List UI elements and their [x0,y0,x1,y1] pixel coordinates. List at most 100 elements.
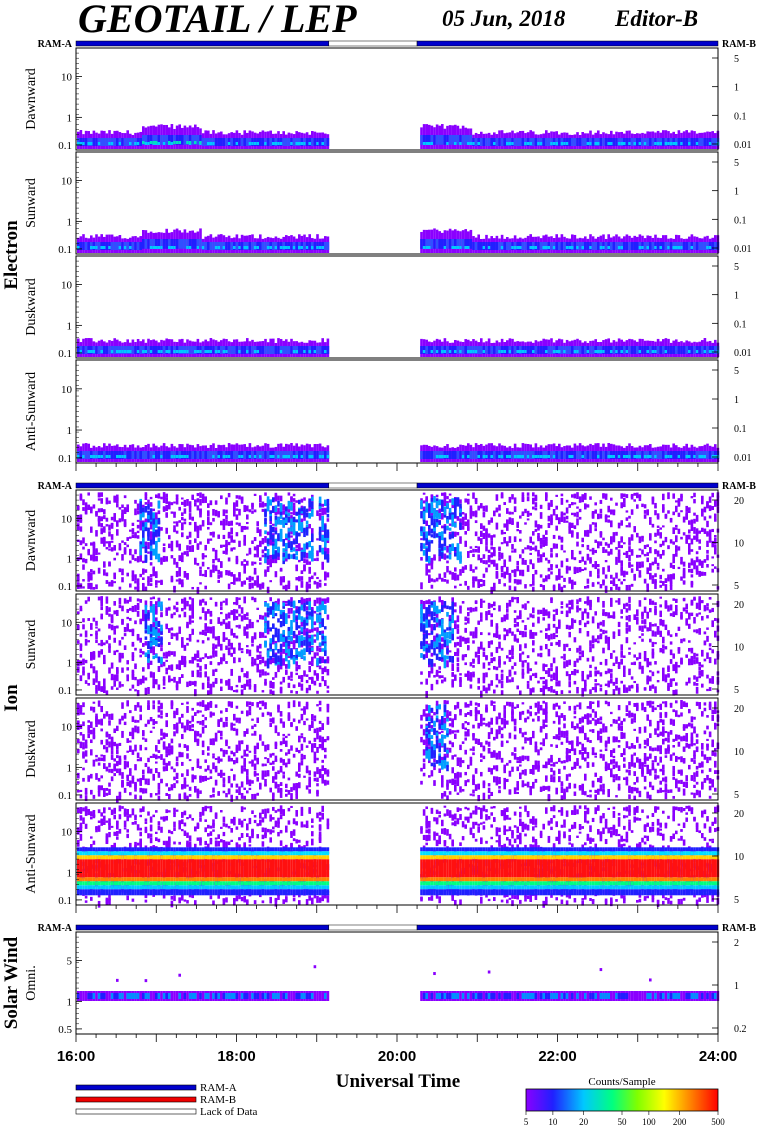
spectrogram-cell [597,543,600,549]
spectrogram-cell [539,512,543,519]
spectrogram-cell [186,681,189,688]
spectrogram-cell [168,535,171,540]
spectrogram-cell [214,601,218,607]
right-tick-label: 0.1 [734,319,747,330]
spectrogram-cell [430,497,434,502]
panel-label: Sunward [24,178,39,228]
spectrogram-cell [695,556,699,563]
spectrogram-cell [628,455,631,458]
spectrogram-cell [656,513,660,518]
spectrogram-cell [79,495,83,501]
spectrogram-cell [563,577,566,582]
spectrogram-cell [594,242,597,250]
spectrogram-cell [173,141,176,144]
spectrogram-cell [560,142,564,145]
spectrogram-cell [474,242,478,250]
spectrogram-cell [636,532,639,538]
spectrogram-cell [680,576,683,581]
spectrogram-cell [108,500,111,504]
spectrogram-cell [607,142,610,145]
spectrogram-cell [433,508,436,517]
spectrogram-cell [316,581,319,589]
spectrogram-cell [534,494,538,502]
spectrogram-cell [155,516,158,521]
spectrogram-cell [560,511,564,518]
spectrogram-cell [168,451,171,459]
spectrogram-cell [326,346,330,354]
spectrogram-cell [157,684,161,690]
spectrogram-cell [451,572,454,575]
spectrogram-cell [84,600,88,604]
spectrogram-cell [196,505,200,511]
spectrogram-cell [532,246,535,249]
spectrogram-cell [425,537,428,545]
spectrogram-cell [308,540,311,548]
spectrogram-cell [123,507,127,514]
spectrogram-cell [316,550,319,554]
spectrogram-cell [698,242,701,250]
spectrogram-cell [448,451,452,459]
spectrogram-cell [326,551,330,555]
spectrogram-cell [682,532,686,536]
spectrogram-cell [144,497,148,500]
spectrogram-cell [243,540,246,546]
spectrogram-cell [157,656,161,663]
spectrogram-cell [298,246,301,249]
spectrogram-cell [142,522,145,527]
spectrogram-cell [292,246,296,249]
spectrogram-cell [87,618,90,621]
spectrogram-cell [79,541,83,546]
spectrogram-cell [131,684,135,689]
spectrogram-cell [290,142,293,145]
spectrogram-cell [149,246,153,249]
spectrogram-cell [300,551,304,561]
spectrogram-cell [703,455,707,458]
spectrogram-cell [422,142,426,145]
spectrogram-cell [326,455,330,458]
spectrogram-cell [487,138,491,146]
spectrogram-cell [534,528,538,532]
spectrogram-cell [685,346,688,354]
spectrogram-cell [136,242,140,250]
spectrogram-cell [706,501,709,509]
spectrogram-cell [152,548,155,556]
spectrogram-cell [667,346,670,354]
spectrogram-cell [97,684,101,689]
spectrogram-cell [425,346,428,354]
spectrogram-cell [308,242,311,250]
spectrogram-cell [129,607,132,611]
spectrogram-cell [105,541,109,544]
spectrogram-cell [103,685,106,692]
spectrogram-cell [95,346,98,354]
spectrogram-cell [578,138,582,146]
spectrogram-cell [118,350,122,353]
spectrogram-cell [168,350,171,353]
spectrogram-cell [532,350,535,353]
spectrogram-cell [576,532,579,539]
spectrogram-cell [152,627,155,633]
spectrogram-cell [282,510,285,515]
spectrogram-cell [599,499,603,504]
spectrogram-cell [77,624,80,628]
spectrogram-cell [136,606,140,611]
spectrogram-cell [209,571,213,578]
spectrogram-cell [121,138,124,146]
spectrogram-cell [490,242,493,250]
spectrogram-cell [220,606,223,611]
spectrogram-cell [493,549,496,556]
spectrogram-cell [253,493,257,496]
spectrogram-cell [207,451,210,459]
spectrogram-cell [571,494,574,498]
spectrogram-cell [311,455,314,458]
spectrogram-cell [477,242,480,250]
spectrogram-cell [446,555,449,559]
spectrogram-cell [607,515,610,518]
spectrogram-cell [207,567,210,570]
spectrogram-cell [235,514,239,520]
spectrogram-cell [152,678,155,685]
spectrogram-cell [191,670,194,678]
spectrogram-cell [568,246,571,249]
spectrogram-cell [235,577,239,582]
spectrogram-cell [643,514,647,519]
spectrogram-cell [316,142,319,145]
